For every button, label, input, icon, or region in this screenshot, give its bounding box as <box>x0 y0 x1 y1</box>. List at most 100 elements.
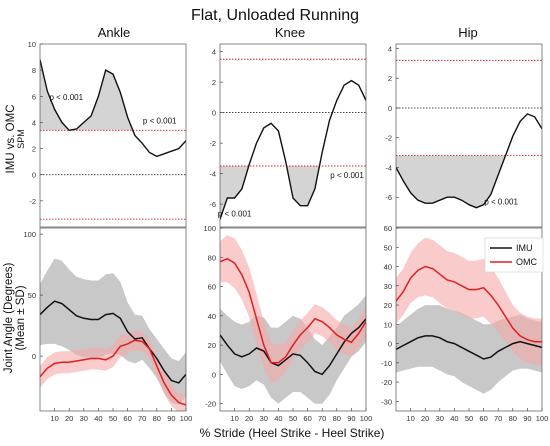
x-tick-label: 90 <box>167 414 175 423</box>
plot-area <box>220 235 366 404</box>
x-tick-label: 40 <box>450 414 458 423</box>
x-tick-label: 20 <box>245 414 253 423</box>
y-tick-label: -6 <box>209 200 216 209</box>
mean-line-omc <box>220 257 366 364</box>
y-tick-label: -2 <box>385 134 392 143</box>
y-tick-label: 40 <box>384 263 392 272</box>
panel-spm_ankle: 10 8 6 4 2 0 -2 p < 0.001 p < 0.001 <box>28 40 187 228</box>
y-tick-label: -20 <box>381 378 392 387</box>
y-tick-label: 2 <box>32 145 36 154</box>
spm-curve <box>40 59 186 158</box>
x-tick-label: 70 <box>494 414 502 423</box>
plot-area <box>220 44 366 220</box>
y-tick-label: -4 <box>209 170 216 179</box>
mean-line-imu <box>220 318 366 376</box>
x-tick-label: 60 <box>123 414 131 423</box>
sd-band-imu <box>40 258 186 405</box>
y-tick-label: 4 <box>388 44 392 53</box>
y-tick-label: 100 <box>203 224 216 233</box>
y-tick-label: 80 <box>208 253 216 262</box>
p-value-annotation: p < 0.001 <box>330 171 364 180</box>
x-tick-label: 70 <box>318 414 326 423</box>
x-tick-label: 50 <box>289 414 297 423</box>
y-tick-label: 60 <box>384 224 392 233</box>
y-tick-label: -2 <box>209 139 216 148</box>
row2-ylabel: Joint Angle (Degrees) <box>3 263 15 374</box>
p-value-annotation: p < 0.001 <box>49 93 83 102</box>
y-tick-label: 2 <box>388 74 392 83</box>
spm-curve <box>396 113 542 209</box>
x-tick-label: 10 <box>406 414 414 423</box>
x-tick-label: 20 <box>421 414 429 423</box>
y-tick-label: 20 <box>208 341 216 350</box>
y-tick-label: 0 <box>212 370 216 379</box>
legend-label-omc: OMC <box>516 257 537 267</box>
y-tick-label: 100 <box>23 230 36 239</box>
y-tick-label: 0 <box>32 171 36 180</box>
y-tick-label: -6 <box>385 193 392 202</box>
x-tick-label: 50 <box>465 414 473 423</box>
mean-line-imu <box>40 300 186 384</box>
y-tick-label: 4 <box>212 48 216 57</box>
x-tick-label: 40 <box>94 414 102 423</box>
column-title-ankle: Ankle <box>98 25 131 40</box>
axes-frame <box>39 43 187 228</box>
y-tick-label: 0 <box>388 104 392 113</box>
plot-area <box>40 59 186 227</box>
y-tick-label: 30 <box>384 282 392 291</box>
p-value-annotation: p < 0.001 <box>218 209 252 218</box>
figure-title: Flat, Unloaded Running <box>191 7 359 24</box>
y-tick-label: 2 <box>212 78 216 87</box>
legend: IMU OMC <box>484 237 544 273</box>
panel-spm_hip: 4 2 0 -2 -4 -6 p < 0.001 <box>385 43 543 228</box>
spm-cluster-fill-positive <box>396 44 542 60</box>
mean-line-omc <box>40 339 186 406</box>
axes-frame <box>395 43 543 228</box>
axes-frame <box>219 227 367 412</box>
y-tick-label: 0 <box>212 109 216 118</box>
x-tick-label: 100 <box>536 414 549 423</box>
axes-frame <box>219 43 367 228</box>
legend-box <box>484 237 544 273</box>
y-tick-label: -4 <box>385 163 392 172</box>
mean-line-imu <box>396 335 542 360</box>
y-tick-label: -10 <box>381 359 392 368</box>
column-title-hip: Hip <box>458 25 478 40</box>
row2-ylabel-sub: (Mean ± SD) <box>15 285 27 350</box>
x-tick-label: 10 <box>230 414 238 423</box>
x-tick-label: 90 <box>523 414 531 423</box>
y-tick-label: 40 <box>208 312 216 321</box>
spm-cluster-fill-negative <box>40 219 186 227</box>
column-title-knee: Knee <box>275 25 305 40</box>
plot-area <box>396 237 542 394</box>
mean-line-omc <box>396 265 542 343</box>
x-tick-label: 30 <box>436 414 444 423</box>
x-tick-label: 80 <box>509 414 517 423</box>
y-tick-label: 0 <box>388 340 392 349</box>
plot-area <box>396 44 542 209</box>
p-value-annotation: p < 0.001 <box>143 117 177 126</box>
y-tick-label: 0 <box>32 352 36 361</box>
x-tick-label: 100 <box>360 414 373 423</box>
y-tick-label: 4 <box>32 118 36 127</box>
row1-ylabel-sub: SPM <box>16 129 26 149</box>
x-axis-label: % Stride (Heel Strike - Heel Strike) <box>200 426 385 440</box>
y-tick-label: 20 <box>384 301 392 310</box>
x-tick-label: 60 <box>479 414 487 423</box>
y-tick-label: 10 <box>28 40 36 49</box>
spm-cluster-fill-positive <box>220 44 366 59</box>
x-tick-label: 50 <box>109 414 117 423</box>
x-tick-label: 40 <box>274 414 282 423</box>
x-tick-label: 100 <box>180 414 193 423</box>
x-tick-label: 30 <box>80 414 88 423</box>
y-tick-label: 60 <box>208 283 216 292</box>
panel-angle_ankle: 100 50 0 10 20 30 40 50 60 70 80 90 100 <box>23 227 193 423</box>
x-tick-label: 30 <box>260 414 268 423</box>
x-tick-label: 80 <box>153 414 161 423</box>
axes-frame <box>39 227 187 412</box>
y-tick-label: 10 <box>384 320 392 329</box>
spm-cluster-fill-negative <box>396 155 542 208</box>
